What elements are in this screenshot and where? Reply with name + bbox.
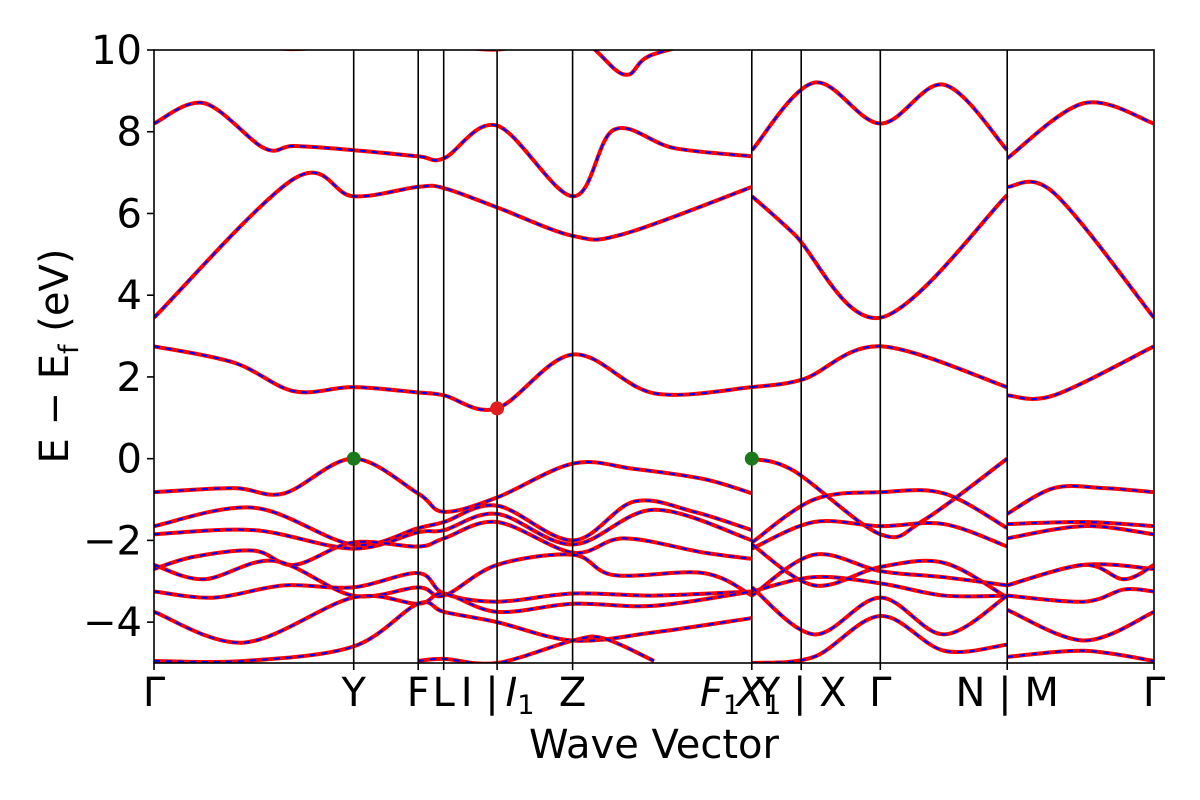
band-spin-up-9 [1007, 345, 1154, 400]
band-spin-up-18 [1007, 525, 1154, 540]
band-spin-up-13 [154, 499, 753, 546]
band-spin-down-4 [154, 170, 753, 320]
band-spin-down-30 [1006, 608, 1154, 643]
band-spin-down-21 [1006, 562, 1154, 588]
x-tick-label-9: Y | X [755, 670, 847, 716]
y-axis-title-main: E − E [32, 354, 78, 464]
x-tick-label-7: F1 [700, 670, 740, 721]
x-tick-label-6: Z [559, 670, 586, 716]
y-axis-title-unit: (eV) [32, 249, 78, 345]
band-spin-up-6 [1007, 180, 1154, 319]
band-spin-down-7 [154, 344, 753, 412]
band-spin-up-22 [154, 553, 753, 598]
band-spin-down-18 [1006, 524, 1154, 541]
x-tick-label-11: N | M [956, 670, 1059, 716]
x-tick-label-0: Γ [143, 670, 166, 716]
band-spin-up-14 [751, 489, 1008, 544]
x-tick-label-8: X1 [735, 670, 782, 721]
band-spin-up-7 [154, 345, 753, 411]
x-axis-title: Wave Vector [529, 722, 780, 768]
band-spin-up-19 [154, 520, 753, 570]
x-tick-label-12: Γ [1143, 670, 1166, 716]
band-spin-down-28 [154, 589, 753, 645]
band-spin-up-31 [154, 601, 753, 663]
y-axis-title: E − Ef (eV) [32, 249, 85, 464]
band-spin-down-6 [1006, 179, 1154, 319]
kpoint-lines [352, 50, 1009, 663]
band-spin-up-16 [154, 508, 753, 550]
band-spin-up-26 [751, 575, 1008, 598]
band-spin-up-8 [751, 345, 1008, 389]
plot-frame [153, 49, 1155, 664]
band-spin-down-0 [272, 50, 677, 77]
x-tick-label-10: Γ [869, 670, 892, 716]
x-tick-label-2: F [407, 670, 430, 716]
band-spin-up-34 [417, 635, 655, 663]
band-spin-down-1 [154, 100, 753, 199]
y-tick-label-4: 4 [117, 273, 142, 319]
bands-layer [154, 50, 1154, 663]
marker-cbm-2 [490, 401, 505, 416]
y-tick-label-7: 10 [91, 28, 142, 74]
y-tick-label-5: 6 [117, 191, 142, 237]
band-spin-up-11 [751, 457, 1008, 539]
band-spin-up-3 [1006, 101, 1154, 160]
y-axis-ticks: −4 −2 0 2 4 6 8 10 [83, 28, 154, 646]
band-spin-down-34 [417, 634, 655, 663]
band-spin-down-3 [1006, 100, 1154, 160]
x-tick-label-5: I1 [506, 670, 535, 721]
x-tick-label-3: L [433, 670, 456, 716]
x-tick-label-1: Y [340, 670, 366, 716]
band-spin-up-33 [1007, 649, 1154, 662]
band-spin-down-9 [1007, 344, 1154, 401]
band-spin-up-27 [1007, 587, 1154, 603]
x-tick-label-4: I | [461, 670, 499, 716]
band-spin-up-25 [154, 572, 753, 603]
band-spin-up-15 [1007, 520, 1154, 528]
band-spin-down-33 [1007, 648, 1154, 663]
band-spin-up-12 [1006, 485, 1154, 515]
band-spin-up-24 [1006, 563, 1154, 587]
y-axis-title-sub: f [54, 343, 85, 354]
band-spin-up-0 [287, 50, 673, 76]
marker-vbm-0 [346, 451, 361, 466]
band-spin-down-13 [154, 498, 753, 547]
y-tick-label-2: 0 [117, 437, 142, 483]
y-tick-label-3: 2 [117, 355, 142, 401]
y-tick-label-6: 8 [117, 110, 142, 156]
marker-vbm-1 [744, 451, 759, 466]
band-spin-down-27 [1007, 586, 1154, 604]
band-spin-up-4 [154, 171, 753, 319]
y-tick-label-1: −2 [83, 518, 142, 564]
band-spin-up-5 [751, 194, 1008, 319]
y-tick-label-0: −4 [83, 600, 142, 646]
extrema-markers [346, 401, 759, 466]
band-spin-up-21 [1006, 563, 1154, 587]
band-spin-up-23 [751, 553, 1008, 597]
band-spin-up-28 [154, 590, 753, 644]
